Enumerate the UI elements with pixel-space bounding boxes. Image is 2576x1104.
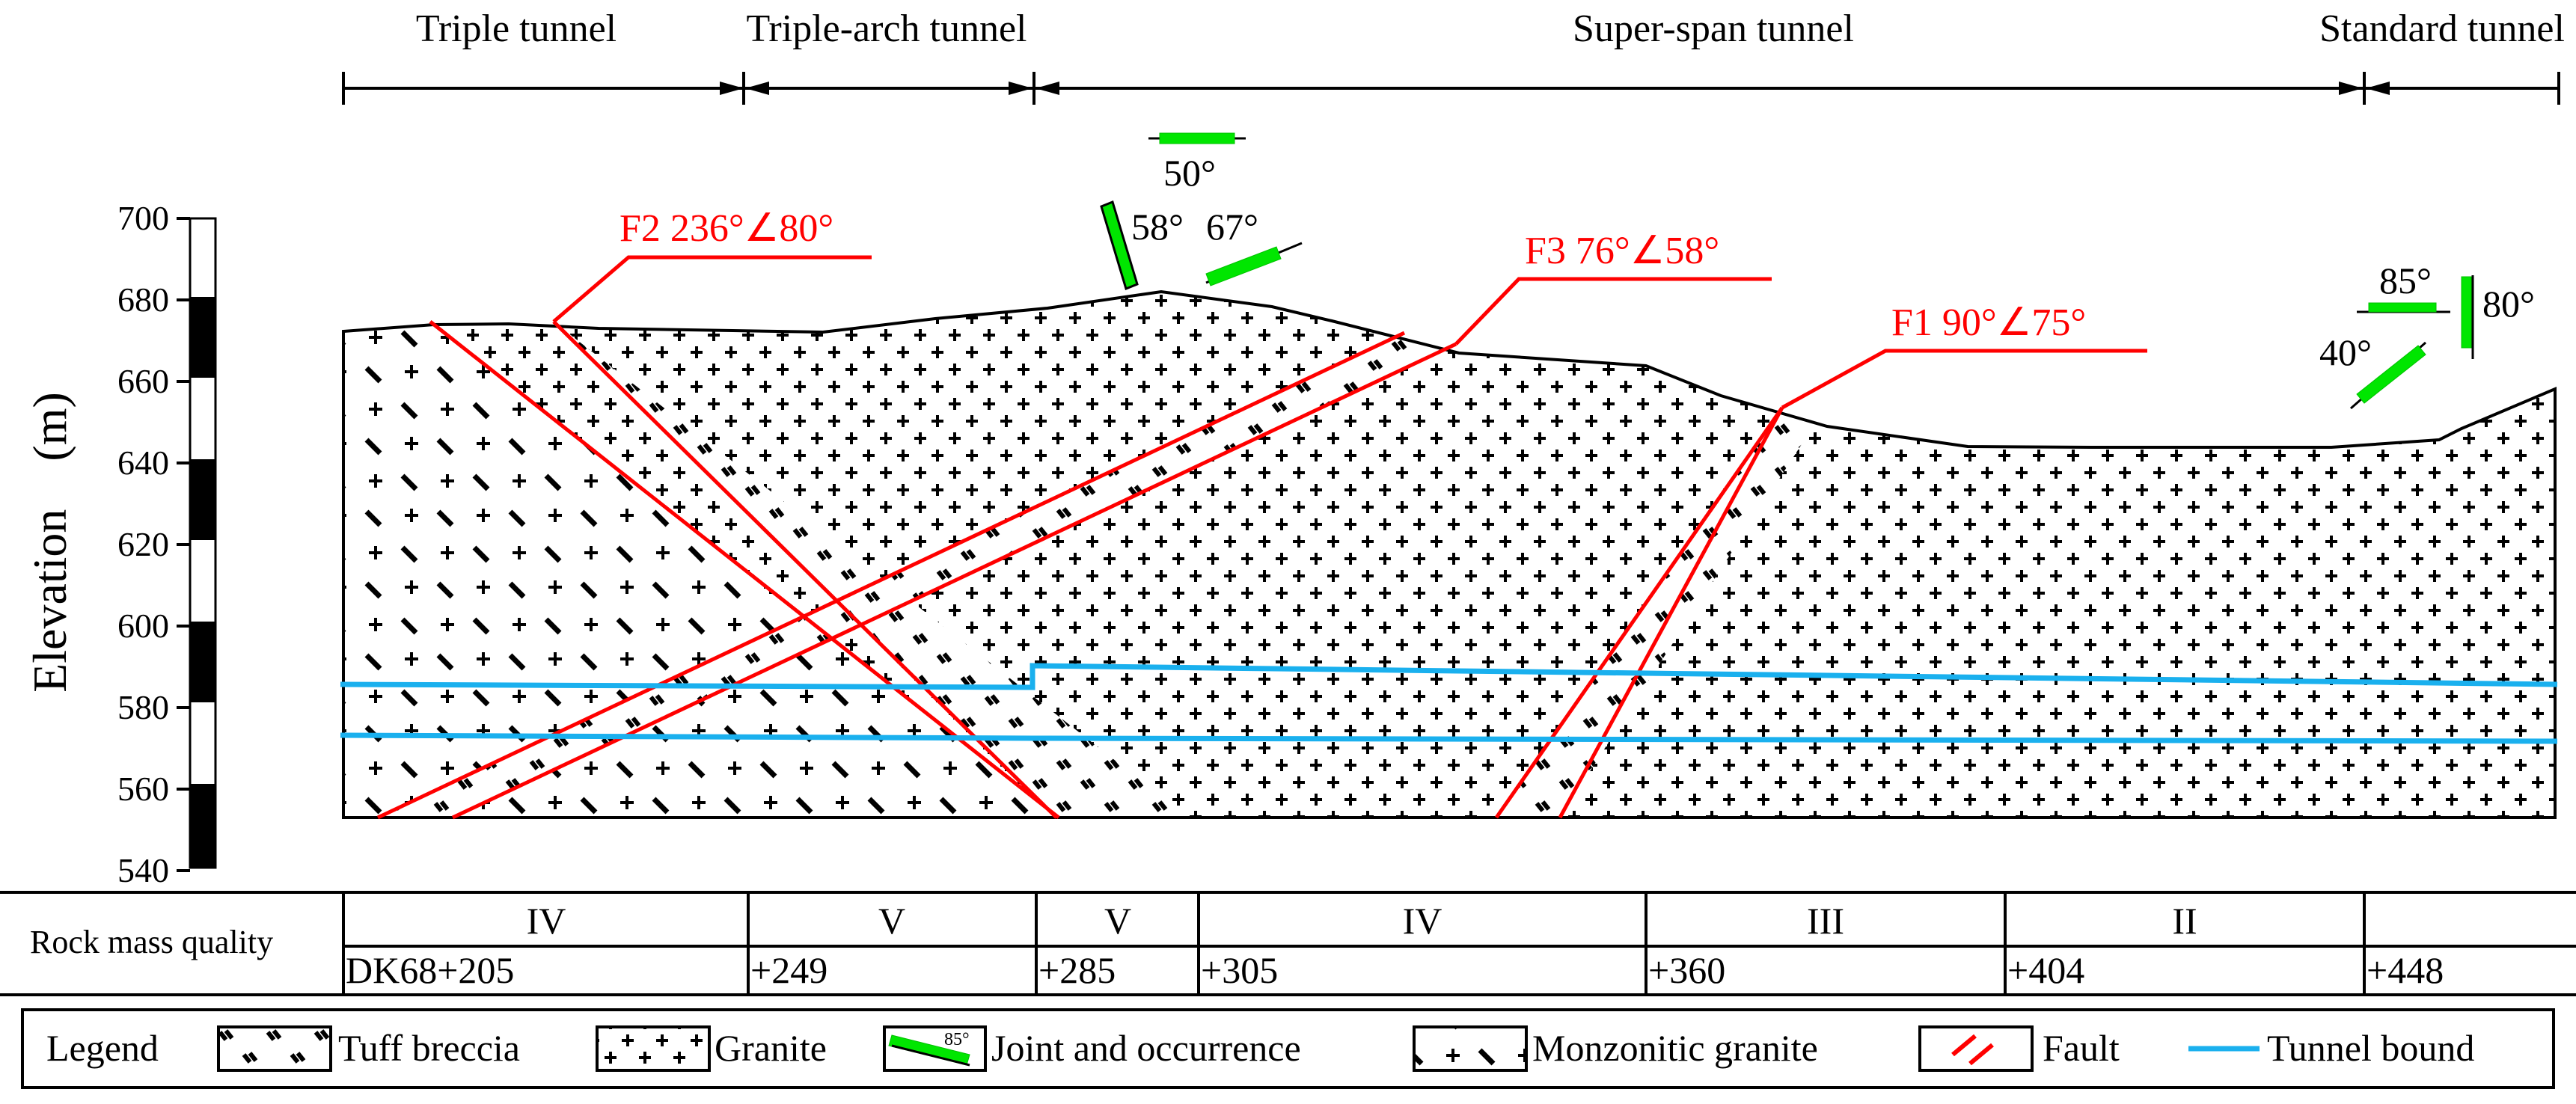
chainage-cell-6: +404 <box>2007 949 2084 991</box>
grade-cell-1: IV <box>527 900 566 942</box>
grade-cell-6: II <box>2172 900 2197 942</box>
chainage-cell-1: DK68+205 <box>346 949 514 991</box>
fault-f1-line-left <box>1494 406 1784 819</box>
joint-85: 85° <box>2357 260 2450 313</box>
tunnel-bound-upper <box>340 663 2558 690</box>
elevation-tick-660: 660 <box>117 362 169 400</box>
legend-label-tunnel-bound: Tunnel bound <box>2267 1027 2474 1069</box>
joint-80-label: 80° <box>2482 283 2535 325</box>
legend-swatch-joint: 85° <box>883 1025 987 1072</box>
legend-swatch-monzonitic-granite <box>1413 1025 1528 1072</box>
grade-cell-5: III <box>1807 900 1844 942</box>
legend-swatch-tuff-breccia <box>217 1025 332 1072</box>
tunnel-bound-lower <box>340 732 2558 744</box>
legend: Legend Tuff breccia Granite 85° Joint an… <box>21 1008 2555 1089</box>
grade-cell-4: IV <box>1403 900 1443 942</box>
tunnel-bounds <box>340 663 2558 744</box>
joint-80: 80° <box>2461 275 2535 359</box>
fault-f1-label: F1 90°∠75° <box>1891 301 2086 344</box>
fault-f2-line-right <box>552 320 1058 819</box>
chainage-cell-5: +360 <box>1648 949 1725 991</box>
elevation-axis: 700 680 660 640 620 600 580 560 540 Elev… <box>23 199 217 889</box>
rock-mass-quality-table: Rock mass quality IV V V IV III II DK68+… <box>0 891 2576 996</box>
profile-outline <box>342 289 2557 819</box>
elevation-tick-620: 620 <box>117 525 169 563</box>
joint-40-label: 40° <box>2319 331 2372 373</box>
profile-body <box>342 289 2557 819</box>
legend-frame <box>21 1008 2555 1089</box>
joint-40: 40° <box>2319 331 2426 410</box>
elevation-tick-600: 600 <box>117 607 169 645</box>
joint-50-label: 50° <box>1163 152 1216 194</box>
chainage-cell-3: +285 <box>1038 949 1116 991</box>
fault-f1-leader <box>1781 349 2147 410</box>
elevation-tick-640: 640 <box>117 444 169 482</box>
legend-title: Legend <box>46 1027 159 1069</box>
section-headers: Triple tunnel Triple-arch tunnel Super-s… <box>342 7 2565 105</box>
fault-f3-label: F3 76°∠58° <box>1525 230 1719 272</box>
joint-58-label: 58° <box>1131 206 1184 248</box>
fault-f1-line-right <box>1558 406 1784 819</box>
elevation-tick-580: 580 <box>117 688 169 726</box>
chainage-cell-4: +305 <box>1201 949 1278 991</box>
legend-label-fault: Fault <box>2043 1027 2120 1069</box>
joint-67: 67° <box>1205 206 1303 286</box>
elevation-tick-700: 700 <box>117 199 169 237</box>
fault-f2-leader <box>552 255 872 323</box>
chainage-cell-2: +249 <box>750 949 827 991</box>
elevation-tick-560: 560 <box>117 770 169 808</box>
joint-67-label: 67° <box>1206 206 1258 248</box>
section-label-standard-tunnel: Standard tunnel <box>2319 7 2565 50</box>
legend-joint-angle: 85° <box>944 1030 970 1049</box>
grade-cell-2: V <box>878 900 905 942</box>
fault-f2-label: F2 236°∠80° <box>619 207 833 250</box>
section-label-triple-tunnel: Triple tunnel <box>416 7 617 50</box>
elevation-tick-540: 540 <box>117 851 169 889</box>
joint-58: 58° <box>1100 200 1184 291</box>
fault-f3-leader <box>1454 277 1772 346</box>
legend-label-monzonitic-granite: Monzonitic granite <box>1532 1027 1818 1069</box>
legend-label-granite: Granite <box>715 1027 827 1069</box>
elevation-tick-680: 680 <box>117 280 169 319</box>
grade-cell-3: V <box>1104 900 1131 942</box>
elevation-axis-title: Elevation (m) <box>23 392 76 693</box>
joint-markers: 50° 58° 67° 85° 80° 40° <box>1100 132 2535 410</box>
joint-85-label: 85° <box>2379 260 2432 301</box>
section-label-super-span-tunnel: Super-span tunnel <box>1573 7 1854 50</box>
legend-label-joint: Joint and occurrence <box>991 1027 1301 1069</box>
legend-swatch-fault <box>1918 1025 2034 1072</box>
chainage-cell-7: +448 <box>2367 949 2444 991</box>
fault-f2-line-left <box>429 320 1060 819</box>
legend-swatch-granite <box>596 1025 711 1072</box>
legend-label-tuff-breccia: Tuff breccia <box>338 1027 520 1069</box>
section-label-triple-arch-tunnel: Triple-arch tunnel <box>747 7 1027 50</box>
dimension-arrowheads <box>720 82 2390 95</box>
joint-50: 50° <box>1148 132 1246 194</box>
rock-mass-quality-label: Rock mass quality <box>30 924 273 960</box>
